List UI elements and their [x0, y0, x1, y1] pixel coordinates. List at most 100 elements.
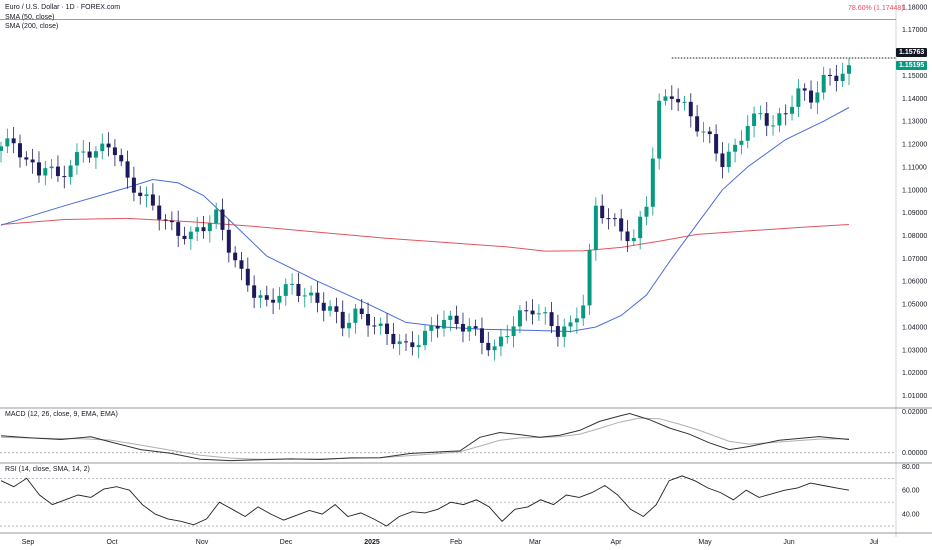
candle-body — [549, 312, 554, 327]
y-tick-label: 1.12000 — [902, 142, 927, 149]
x-tick-label: Nov — [196, 539, 209, 546]
y-tick-label: 1.08000 — [902, 233, 927, 240]
candle-body — [359, 308, 364, 314]
sma50-line — [0, 107, 850, 333]
y-tick-label: 1.11000 — [902, 164, 927, 171]
candle-body — [24, 157, 29, 160]
candle-body — [157, 205, 162, 220]
candle-body — [353, 308, 358, 323]
candle-body — [315, 292, 320, 303]
rsi-legend: RSI (14, close, SMA, 14, 2) — [5, 466, 90, 473]
y-tick-label: 1.14000 — [902, 96, 927, 103]
x-tick-label: Jun — [783, 539, 794, 546]
candle-body — [138, 192, 143, 197]
candle-body — [543, 312, 548, 314]
y-tick-label: 1.05000 — [902, 302, 927, 309]
candle-body — [112, 147, 117, 156]
last-close-price-label: 1.15195 — [896, 61, 928, 70]
candle-body — [657, 100, 662, 159]
candle-body — [815, 92, 820, 103]
x-tick-label: Apr — [611, 539, 623, 546]
y-tick-label: 1.06000 — [902, 279, 927, 286]
x-tick-label: Jul — [870, 539, 879, 546]
candle-body — [87, 151, 92, 158]
candle-body — [119, 155, 124, 162]
y-tick-label: 1.02000 — [902, 370, 927, 377]
candle-body — [600, 205, 605, 219]
candle-body — [524, 310, 529, 312]
candle-body — [796, 88, 801, 107]
x-tick-label: Oct — [107, 539, 118, 546]
candle-body — [847, 65, 851, 74]
candle-body — [821, 74, 826, 93]
candle-body — [726, 151, 731, 168]
candle-body — [182, 235, 187, 240]
chart-title: Euro / U.S. Dollar · 1D · FOREX.com — [5, 4, 121, 11]
candle-body — [790, 106, 795, 114]
candle-body — [283, 284, 288, 296]
candle-body — [321, 302, 326, 311]
candle-body — [207, 223, 212, 232]
candle-body — [302, 295, 307, 297]
candle-body — [777, 113, 782, 126]
candle-body — [733, 144, 738, 152]
y-tick-label: 1.04000 — [902, 324, 927, 331]
x-tick-label: Dec — [280, 539, 293, 546]
candle-body — [220, 209, 225, 230]
candle-body — [11, 138, 16, 144]
y-tick-label: 1.07000 — [902, 256, 927, 263]
y-tick-label: 1.18000 — [902, 4, 927, 11]
candle-body — [271, 299, 276, 303]
candle-body — [638, 216, 643, 239]
candle-body — [739, 140, 744, 145]
candle-body — [701, 131, 706, 133]
candle-body — [498, 336, 503, 347]
candle-body — [36, 162, 41, 176]
candle-body — [783, 113, 788, 115]
candle-body — [423, 330, 427, 346]
candle-body — [574, 318, 579, 323]
candle-body — [752, 113, 757, 127]
candle-body — [366, 313, 371, 326]
candle-body — [328, 306, 333, 311]
candle-body — [568, 322, 573, 327]
macd-line — [0, 412, 850, 462]
candle-body — [62, 176, 67, 178]
candle-body — [55, 166, 60, 177]
candle-body — [720, 153, 725, 168]
candle-body — [201, 227, 206, 232]
candle-body — [663, 96, 668, 101]
candle-body — [334, 306, 339, 312]
y-tick-label: 60.00 — [902, 488, 920, 495]
candle-body — [669, 96, 674, 99]
candle-body — [492, 346, 497, 351]
candle-body — [214, 209, 219, 224]
candle-body — [764, 113, 769, 126]
candle-body — [536, 313, 541, 315]
sma200-legend: SMA (200, close) — [5, 23, 59, 30]
candle-body — [74, 152, 79, 166]
candle-body — [188, 231, 193, 240]
candle-body — [290, 283, 295, 285]
candle-body — [505, 336, 510, 338]
candle-body — [473, 326, 478, 329]
y-tick-label: 1.01000 — [902, 393, 927, 400]
candle-body — [612, 218, 617, 220]
candle-body — [385, 323, 390, 334]
candle-body — [454, 315, 459, 324]
y-tick-label: 1.10000 — [902, 187, 927, 194]
candle-body — [441, 319, 446, 329]
candle-body — [378, 323, 383, 326]
candle-body — [309, 292, 314, 296]
candle-body — [68, 165, 73, 177]
candle-body — [410, 342, 415, 348]
candle-body — [277, 295, 282, 303]
candle-body — [688, 101, 693, 117]
sma50-legend: SMA (50, close) — [5, 14, 55, 21]
candle-body — [163, 219, 168, 221]
candle-body — [650, 158, 655, 207]
candle-body — [828, 74, 833, 76]
candle-body — [834, 75, 839, 82]
candle-body — [100, 143, 105, 152]
